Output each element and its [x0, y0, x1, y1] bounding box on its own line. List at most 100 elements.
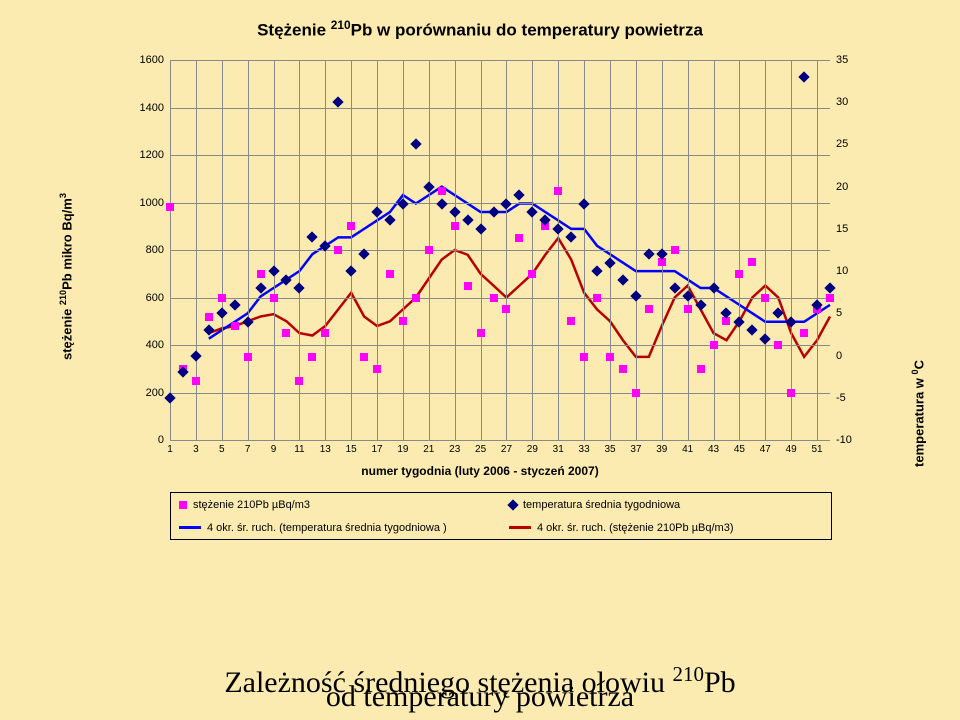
data-marker [412, 294, 420, 302]
data-marker [218, 294, 226, 302]
legend-item: 4 okr. śr. ruch. (stężenie 210Pb µBq/m3) [501, 522, 831, 534]
y-right-tick: -5 [836, 392, 846, 404]
data-marker [477, 329, 485, 337]
data-marker [748, 258, 756, 266]
x-tick: 41 [682, 444, 693, 455]
data-marker [295, 377, 303, 385]
data-marker [270, 294, 278, 302]
chart-title: Stężenie 210Pb w porównaniu do temperatu… [0, 18, 960, 41]
data-marker [321, 329, 329, 337]
y-right-tick: 5 [836, 307, 842, 319]
x-tick: 33 [579, 444, 590, 455]
y-left-tick: 1600 [140, 54, 164, 66]
y-axis-left-label: stężenie 210Pb mikro Bq/m3 [58, 193, 74, 360]
data-marker [697, 365, 705, 373]
data-marker [735, 270, 743, 278]
data-marker [166, 203, 174, 211]
y-right-tick: 0 [836, 350, 842, 362]
x-tick: 3 [193, 444, 199, 455]
data-marker [282, 329, 290, 337]
y-left-tick: 200 [146, 387, 164, 399]
y-right-tick: 30 [836, 96, 848, 108]
data-marker [826, 294, 834, 302]
x-tick: 21 [423, 444, 434, 455]
x-tick: 35 [604, 444, 615, 455]
data-marker [645, 305, 653, 313]
y-left-tick: 800 [146, 244, 164, 256]
x-axis-label: numer tygodnia (luty 2006 - styczeń 2007… [40, 464, 920, 478]
y-right-tick: 35 [836, 54, 848, 66]
data-marker [787, 389, 795, 397]
y-left-tick: 1400 [140, 102, 164, 114]
data-marker [619, 365, 627, 373]
legend-item: 4 okr. śr. ruch. (temperatura średnia ty… [171, 522, 501, 534]
caption-line-1: Zależność średniego stężenia ołowiu 210P… [0, 662, 960, 700]
data-marker [438, 187, 446, 195]
legend-item: temperatura średnia tygodniowa [501, 499, 831, 511]
data-marker [593, 294, 601, 302]
data-marker [244, 353, 252, 361]
data-marker [205, 313, 213, 321]
data-marker [451, 222, 459, 230]
x-tick: 47 [760, 444, 771, 455]
x-tick: 7 [245, 444, 251, 455]
legend-item: stężenie 210Pb µBq/m3 [171, 499, 501, 511]
y-right-tick: -10 [836, 434, 852, 446]
data-marker [231, 322, 239, 330]
data-marker [567, 317, 575, 325]
y-right-tick: 10 [836, 265, 848, 277]
x-tick: 9 [271, 444, 277, 455]
data-marker [502, 305, 510, 313]
y-left-tick: 600 [146, 292, 164, 304]
x-tick: 29 [527, 444, 538, 455]
x-tick: 31 [553, 444, 564, 455]
x-tick: 19 [397, 444, 408, 455]
data-marker [710, 341, 718, 349]
data-marker [464, 282, 472, 290]
data-marker [386, 270, 394, 278]
plot-area: 1357911131517192123252729313335373941434… [170, 60, 830, 440]
y-left-tick: 1200 [140, 149, 164, 161]
x-tick: 51 [811, 444, 822, 455]
data-marker [554, 187, 562, 195]
x-tick: 1 [167, 444, 173, 455]
data-marker [425, 246, 433, 254]
x-tick: 45 [734, 444, 745, 455]
y-right-tick: 20 [836, 181, 848, 193]
data-marker [800, 329, 808, 337]
data-marker [373, 365, 381, 373]
x-tick: 49 [786, 444, 797, 455]
data-marker [399, 317, 407, 325]
y-right-tick: 25 [836, 138, 848, 150]
data-marker [606, 353, 614, 361]
data-marker [192, 377, 200, 385]
legend: stężenie 210Pb µBq/m3temperatura średnia… [170, 492, 832, 540]
data-marker [580, 353, 588, 361]
y-left-tick: 400 [146, 339, 164, 351]
y-right-tick: 15 [836, 223, 848, 235]
x-tick: 13 [320, 444, 331, 455]
x-tick: 5 [219, 444, 225, 455]
x-tick: 15 [346, 444, 357, 455]
x-tick: 37 [630, 444, 641, 455]
y-left-tick: 1000 [140, 197, 164, 209]
chart-container: stężenie 210Pb mikro Bq/m3 temperatura w… [40, 60, 920, 540]
x-tick: 25 [475, 444, 486, 455]
x-tick: 27 [501, 444, 512, 455]
caption-line-2: od temperatury powietrza [0, 680, 960, 714]
x-tick: 17 [371, 444, 382, 455]
data-marker [528, 270, 536, 278]
data-marker [347, 222, 355, 230]
x-tick: 11 [294, 444, 304, 455]
data-marker [684, 305, 692, 313]
x-tick: 43 [708, 444, 719, 455]
page: { "title_pre": "Stężenie ", "title_sup":… [0, 0, 960, 720]
data-marker [334, 246, 342, 254]
data-marker [360, 353, 368, 361]
data-marker [308, 353, 316, 361]
data-marker [515, 234, 523, 242]
y-left-tick: 0 [158, 434, 164, 446]
y-axis-right-label: temperatura w 0C [910, 360, 926, 467]
data-marker [257, 270, 265, 278]
data-marker [761, 294, 769, 302]
